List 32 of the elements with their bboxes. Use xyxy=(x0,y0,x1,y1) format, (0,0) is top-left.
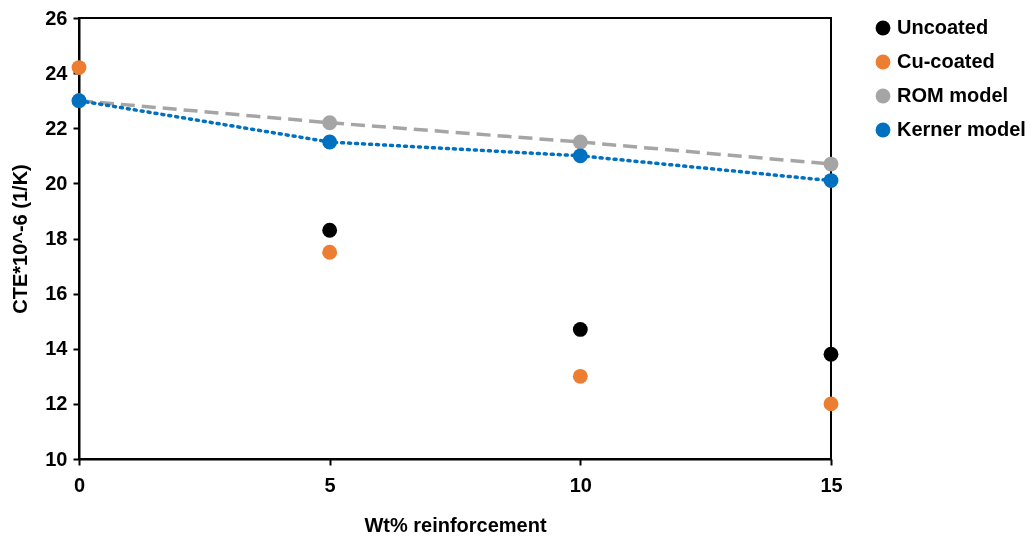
point xyxy=(322,222,338,238)
point xyxy=(823,396,839,412)
y-tick-label: 22 xyxy=(45,116,68,139)
y-tick-label: 14 xyxy=(45,337,69,360)
legend-label: ROM model xyxy=(897,84,1009,106)
y-tick-label: 18 xyxy=(45,227,68,249)
x-axis-title: Wt% reinforcement xyxy=(364,513,547,536)
y-tick-label: 24 xyxy=(45,61,69,84)
point xyxy=(572,134,588,150)
point xyxy=(823,173,839,189)
x-tick-label: 5 xyxy=(324,473,336,496)
point xyxy=(322,115,338,131)
point xyxy=(322,134,338,150)
point xyxy=(572,322,588,337)
y-tick-label: 12 xyxy=(45,392,68,415)
y-tick-label: 16 xyxy=(45,282,68,305)
point xyxy=(572,368,588,384)
y-tick-label: 26 xyxy=(45,6,68,29)
x-tick-label: 0 xyxy=(73,473,86,496)
point xyxy=(71,60,87,76)
y-axis-title: CTE*10^-6 (1/K) xyxy=(9,164,32,314)
point xyxy=(823,346,839,362)
legend-label: Uncoated xyxy=(897,16,989,38)
point xyxy=(823,156,839,172)
y-tick-label: 10 xyxy=(45,447,68,470)
legend-label: Kerner model xyxy=(897,118,1026,140)
y-tick-label: 20 xyxy=(45,171,68,194)
point xyxy=(322,244,338,260)
x-tick-label: 15 xyxy=(820,473,843,496)
legend-label: Cu-coated xyxy=(897,50,995,72)
point xyxy=(572,148,588,164)
x-tick-label: 10 xyxy=(569,473,592,496)
